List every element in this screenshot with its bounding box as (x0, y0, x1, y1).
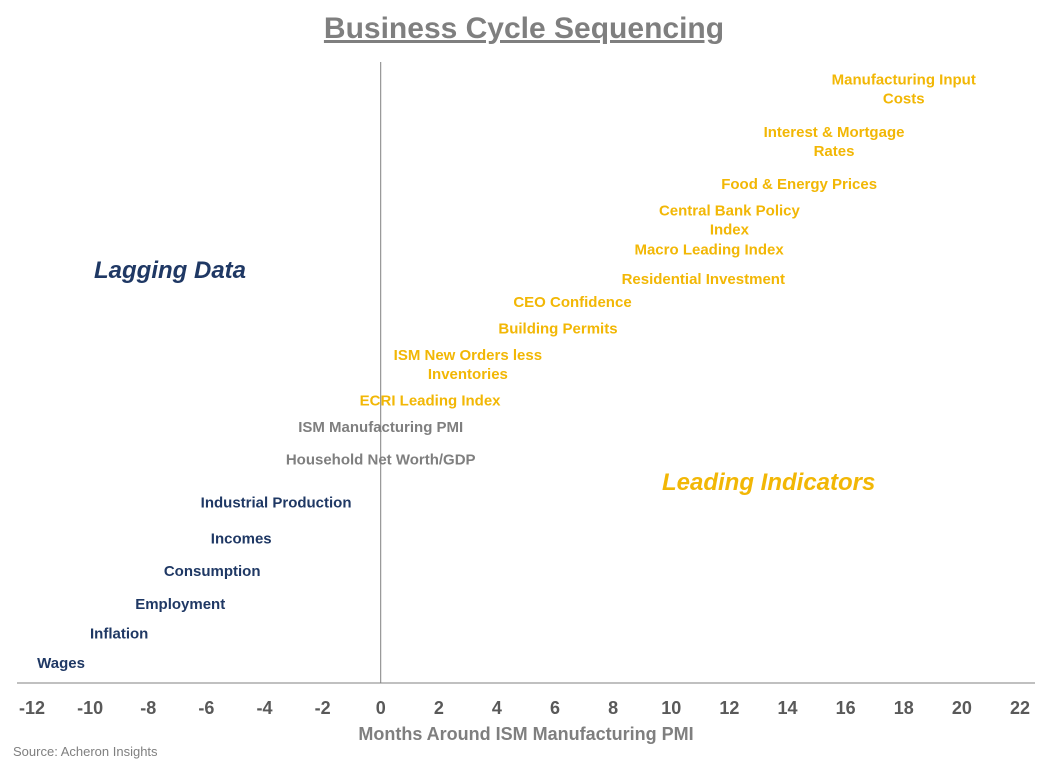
data-point-label: Industrial Production (201, 494, 352, 511)
data-point-label: Consumption (164, 563, 261, 580)
x-tick-label: -12 (19, 698, 45, 718)
data-point-label: Inflation (90, 625, 148, 642)
chart-title: Business Cycle Sequencing (324, 12, 724, 45)
data-point-label: Employment (135, 596, 225, 613)
source-note: Source: Acheron Insights (13, 744, 158, 759)
data-point-label: Wages (37, 655, 85, 672)
x-tick-label: 14 (778, 698, 798, 718)
x-tick-label: -6 (198, 698, 214, 718)
x-tick-label: 6 (550, 698, 560, 718)
x-tick-label: 22 (1010, 698, 1030, 718)
data-point-label: Household Net Worth/GDP (286, 452, 476, 469)
x-tick-label: -10 (77, 698, 103, 718)
x-tick-label: 16 (836, 698, 856, 718)
region-label-lagging: Lagging Data (94, 257, 246, 284)
data-point-label: ECRI Leading Index (360, 393, 502, 410)
data-point-label: ISM New Orders less Inventories (394, 347, 542, 383)
x-tick-label: 2 (434, 698, 444, 718)
x-tick-label: -4 (256, 698, 272, 718)
x-axis-label: Months Around ISM Manufacturing PMI (358, 724, 693, 744)
data-point-label: Manufacturing Input Costs (832, 72, 976, 108)
data-point-label: CEO Confidence (513, 294, 631, 311)
data-point-label: Interest & Mortgage Rates (764, 124, 905, 160)
x-axis-ticks: -12 -10 -8 -6 -4 -2 0 2 4 6 8 10 12 14 16 18 20 22 (19, 698, 1030, 718)
data-point-label: Building Permits (498, 320, 617, 337)
region-label-leading: Leading Indicators (662, 469, 875, 496)
x-tick-label: 4 (492, 698, 502, 718)
x-tick-label: 0 (376, 698, 386, 718)
x-tick-label: 18 (894, 698, 914, 718)
x-tick-label: 8 (608, 698, 618, 718)
data-point-label: Residential Investment (622, 271, 785, 288)
x-tick-label: 20 (952, 698, 972, 718)
data-point-label: ISM Manufacturing PMI (298, 419, 463, 436)
x-tick-label: 12 (719, 698, 739, 718)
data-point-label: Macro Leading Index (634, 242, 784, 259)
data-point-label: Central Bank Policy Index (659, 203, 801, 239)
x-tick-label: 10 (661, 698, 681, 718)
plot-area: Lagging Data Leading Indicators Manufactur… (17, 62, 1035, 684)
x-tick-label: -8 (140, 698, 156, 718)
data-point-label: Food & Energy Prices (721, 176, 877, 193)
data-point-label: Incomes (211, 530, 272, 547)
x-tick-label: -2 (315, 698, 331, 718)
